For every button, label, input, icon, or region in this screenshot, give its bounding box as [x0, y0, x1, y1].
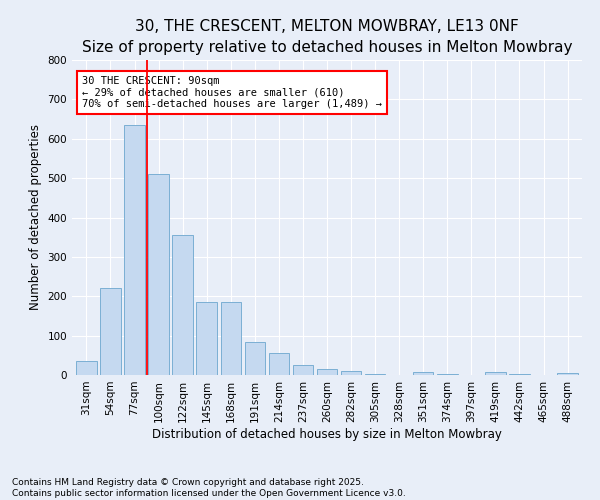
Bar	[413, 372, 433, 375]
Text: Contains HM Land Registry data © Crown copyright and database right 2025.
Contai: Contains HM Land Registry data © Crown c…	[12, 478, 406, 498]
Bar	[557, 373, 578, 375]
Bar	[485, 372, 506, 375]
Bar	[293, 365, 313, 375]
Bar	[221, 302, 241, 375]
Y-axis label: Number of detached properties: Number of detached properties	[29, 124, 42, 310]
Bar	[245, 342, 265, 375]
X-axis label: Distribution of detached houses by size in Melton Mowbray: Distribution of detached houses by size …	[152, 428, 502, 440]
Bar	[317, 369, 337, 375]
Bar	[365, 374, 385, 375]
Text: 30 THE CRESCENT: 90sqm
← 29% of detached houses are smaller (610)
70% of semi-de: 30 THE CRESCENT: 90sqm ← 29% of detached…	[82, 76, 382, 109]
Bar	[509, 374, 530, 375]
Bar	[124, 125, 145, 375]
Bar	[269, 354, 289, 375]
Bar	[341, 371, 361, 375]
Bar	[172, 235, 193, 375]
Title: 30, THE CRESCENT, MELTON MOWBRAY, LE13 0NF
Size of property relative to detached: 30, THE CRESCENT, MELTON MOWBRAY, LE13 0…	[82, 18, 572, 55]
Bar	[437, 374, 458, 375]
Bar	[76, 361, 97, 375]
Bar	[100, 288, 121, 375]
Bar	[196, 302, 217, 375]
Bar	[148, 174, 169, 375]
